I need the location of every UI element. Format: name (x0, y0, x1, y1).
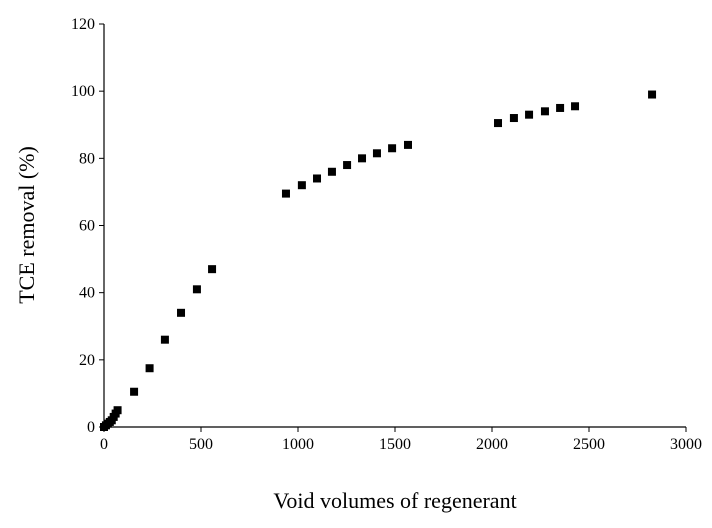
point (130, 387, 139, 396)
point (388, 144, 397, 153)
point (113, 406, 122, 415)
x-tick-label: 0 (100, 436, 108, 453)
x-tick-label: 1000 (282, 436, 314, 453)
point (192, 285, 201, 294)
x-axis-title: Void volumes of regenerant (273, 488, 516, 513)
point (403, 140, 412, 149)
point (540, 107, 549, 116)
y-tick-label: 100 (71, 83, 95, 100)
x-tick-label: 2500 (573, 436, 605, 453)
x-tick-label: 500 (189, 436, 213, 453)
y-tick-label: 20 (79, 352, 95, 369)
point (571, 102, 580, 111)
point (177, 308, 186, 317)
x-tick-label: 2000 (476, 436, 508, 453)
point (297, 181, 306, 190)
x-tick-label: 3000 (670, 436, 702, 453)
point (358, 154, 367, 163)
y-tick-label: 80 (79, 150, 95, 167)
y-tick-label: 40 (79, 285, 95, 302)
point (160, 335, 169, 344)
y-tick-label: 60 (79, 218, 95, 235)
y-axis-title: TCE removal (%) (14, 146, 39, 304)
point (343, 161, 352, 170)
point (313, 174, 322, 183)
point (327, 167, 336, 176)
point (145, 364, 154, 373)
point (509, 114, 518, 123)
point (208, 265, 217, 274)
point (525, 110, 534, 119)
point (494, 119, 503, 128)
y-tick-label: 0 (87, 419, 95, 436)
x-tick-label: 1500 (379, 436, 411, 453)
point (281, 189, 290, 198)
point (556, 103, 565, 112)
point (648, 90, 657, 99)
y-tick-label: 120 (71, 16, 95, 33)
point (372, 149, 381, 158)
